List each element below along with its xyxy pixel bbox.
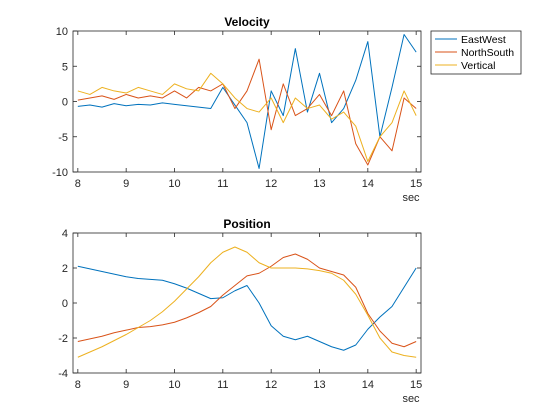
x-tick-label: 13 bbox=[313, 379, 325, 391]
x-tick-label: 14 bbox=[362, 178, 374, 190]
y-tick-label: 0 bbox=[62, 97, 68, 109]
x-tick-label: 8 bbox=[75, 178, 81, 190]
x-unit-label: sec bbox=[402, 393, 420, 405]
x-tick-label: 9 bbox=[123, 178, 129, 190]
y-tick-label: 10 bbox=[56, 26, 68, 38]
plot-area bbox=[73, 233, 421, 373]
chart-0: 8 9 10 11 12 13 14 15 10 5 0 -5 -10 sec Velocity EastWe… bbox=[52, 15, 522, 204]
x-tick-label: 8 bbox=[75, 379, 81, 391]
series-line-vertical bbox=[77, 246, 417, 358]
x-tick-label: 12 bbox=[265, 379, 277, 391]
legend-label-vertical: Vertical bbox=[461, 60, 495, 72]
y-tick-label: -4 bbox=[58, 368, 68, 380]
chart-title: Velocity bbox=[224, 15, 270, 29]
y-tick-label: 2 bbox=[62, 263, 68, 275]
x-tick-label: 11 bbox=[217, 379, 228, 391]
x-tick-label: 12 bbox=[265, 178, 277, 190]
y-tick-label: -10 bbox=[52, 167, 68, 179]
series-line-eastwest bbox=[77, 34, 417, 169]
legend-label-northsouth: NorthSouth bbox=[461, 47, 514, 59]
x-tick-label: 10 bbox=[168, 178, 180, 190]
y-tick-label: -5 bbox=[58, 132, 68, 144]
chart-title: Position bbox=[223, 217, 270, 231]
x-tick-label: 14 bbox=[362, 379, 374, 391]
x-tick-label: 10 bbox=[168, 379, 180, 391]
x-tick-label: 15 bbox=[410, 379, 422, 391]
series-line-eastwest bbox=[77, 265, 417, 351]
y-tick-label: 0 bbox=[62, 298, 68, 310]
x-tick-label: 11 bbox=[217, 178, 228, 190]
x-tick-label: 15 bbox=[410, 178, 422, 190]
x-unit-label: sec bbox=[402, 192, 420, 204]
series-line-vertical bbox=[77, 72, 417, 162]
x-tick-label: 13 bbox=[313, 178, 325, 190]
series-line-northsouth bbox=[77, 58, 417, 166]
y-tick-label: -2 bbox=[58, 333, 68, 345]
series-line-northsouth bbox=[77, 253, 417, 348]
y-tick-label: 4 bbox=[62, 228, 68, 240]
y-tick-label: 5 bbox=[62, 61, 68, 73]
chart-1: 8 9 10 11 12 13 14 15 4 2 0 -2 -4 sec Position bbox=[58, 217, 422, 405]
x-tick-label: 9 bbox=[123, 379, 129, 391]
legend-label-eastwest: EastWest bbox=[461, 34, 506, 46]
